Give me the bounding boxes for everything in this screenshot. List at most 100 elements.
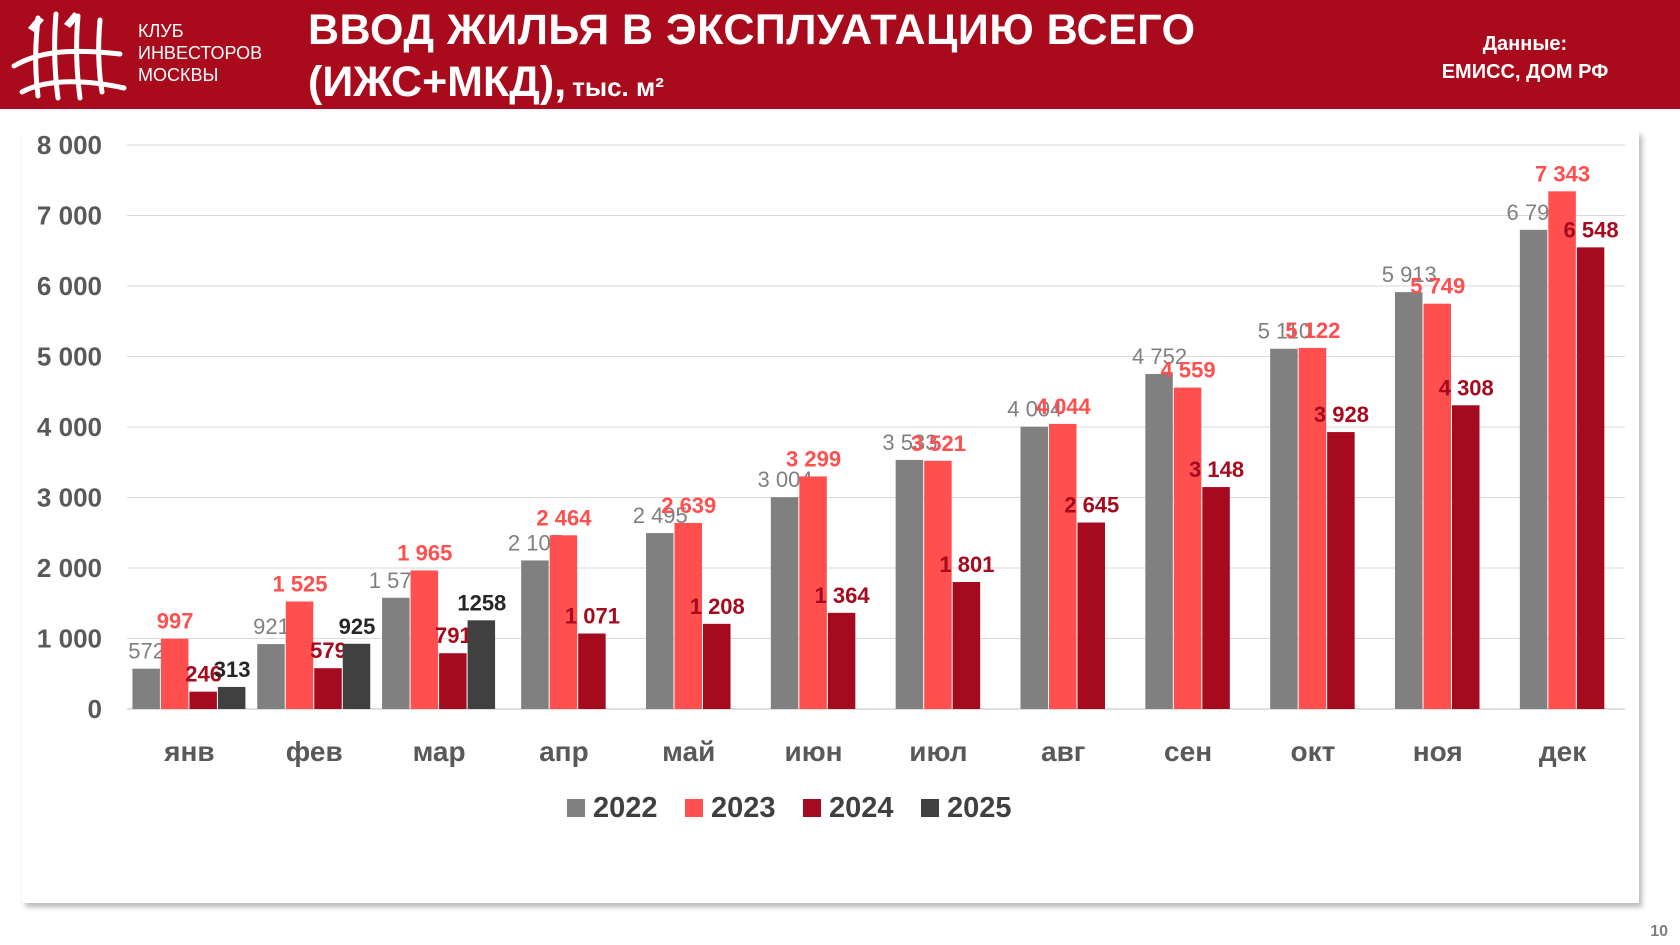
data-label: 5 913 [1382,262,1437,287]
data-label: 1 208 [690,594,745,619]
bar-2022-ноя [1395,292,1423,709]
bar-2024-авг [1077,522,1105,709]
x-tick-label: фев [286,736,343,767]
y-tick-label: 2 000 [37,553,102,583]
x-tick-label: дек [1539,736,1587,767]
y-tick-label: 1 000 [37,624,102,654]
bar-2023-июл [924,460,952,709]
legend-swatch [567,799,585,817]
data-label: 4 559 [1161,358,1216,383]
bar-2023-апр [549,535,578,709]
data-label: 925 [339,614,376,639]
data-label: 246 [185,662,222,687]
bar-2023-июн [799,476,827,709]
bar-2025-мар [467,620,496,709]
data-label: 313 [214,657,251,682]
bar-2024-июн [827,612,856,709]
bar-2024-июл [952,582,981,709]
data-label: 3 299 [786,446,841,471]
bar-2024-мар [439,653,467,709]
source-value: ЕМИСС, ДОМ РФ [1441,61,1609,83]
y-tick-label: 6 000 [37,271,102,301]
y-tick-label: 5 000 [37,342,102,372]
data-label: 791 [435,623,472,648]
data-label: 1 525 [272,571,327,596]
data-label: 4 752 [1132,344,1187,369]
data-label: 4 044 [1036,394,1092,419]
x-tick-label: мар [413,736,466,767]
bar-2022-янв [132,668,160,709]
legend-swatch [685,799,703,817]
header-banner: КЛУБ ИНВЕСТОРОВ МОСКВЫ ВВОД ЖИЛЬЯ В ЭКСП… [0,0,1680,109]
data-label: 1258 [457,590,506,615]
data-label: 921 [253,614,290,639]
legend-label: 2025 [947,792,1012,824]
data-label: 997 [157,609,194,634]
data-label: 2 645 [1064,493,1119,518]
club-name-line: ИНВЕСТОРОВ [138,43,263,63]
x-tick-label: май [662,736,715,767]
data-label: 2 639 [661,493,716,518]
legend-swatch [921,799,939,817]
bar-2023-фев [285,601,314,709]
data-label: 4 308 [1439,375,1494,400]
bar-2022-фев [257,644,285,709]
page-title-line2: (ИЖС+МКД), тыс. м² [308,58,664,107]
title-unit: тыс. м² [572,72,664,102]
y-tick-label: 8 000 [37,131,102,160]
data-label: 2 464 [536,505,592,530]
bar-chart: 0 1 000 2 000 3 000 4 000 5 000 6 000 7 000 8 00… [37,131,1625,824]
data-label: 1 364 [815,583,871,608]
data-label: 572 [128,639,165,664]
x-tick-label: окт [1290,736,1335,767]
bar-2022-дек [1519,229,1548,709]
bar-2022-апр [521,560,549,709]
bar-2024-май [703,623,731,709]
bar-2025-фев [342,643,371,709]
bar-2022-авг [1020,426,1048,709]
bar-2024-сен [1202,487,1230,709]
bar-2022-июн [770,497,799,709]
club-name-line: КЛУБ [138,21,184,41]
club-name: КЛУБ ИНВЕСТОРОВ МОСКВЫ [138,20,262,86]
data-label: 1 071 [565,603,620,628]
x-tick-label: ноя [1413,736,1463,767]
y-tick-label: 7 000 [37,201,102,231]
bar-2023-ноя [1423,303,1451,709]
bar-2022-май [646,533,674,709]
x-tick-label: июл [909,736,967,767]
data-label: 3 533 [882,430,937,455]
page-title-line2-text: (ИЖС+МКД), [308,58,567,106]
data-label: 5 122 [1285,318,1340,343]
bar-2024-фев [314,668,342,709]
y-tick-label: 4 000 [37,412,102,442]
legend-label: 2023 [711,792,776,824]
data-label: 5 110 [1258,319,1311,344]
bar-2023-мар [410,570,439,709]
x-tick-label: авг [1041,736,1085,767]
bar-2024-ноя [1452,405,1480,709]
data-label: 3 521 [911,431,966,456]
bar-2025-янв [217,686,246,709]
bar-2024-дек [1576,247,1605,709]
data-label: 579 [310,638,347,663]
bar-2023-сен [1173,387,1202,709]
data-label: 1 801 [939,552,994,577]
bar-2022-окт [1270,348,1298,709]
bar-2023-май [674,522,702,709]
data-label: 6 548 [1564,217,1619,242]
chart-panel: 0 1 000 2 000 3 000 4 000 5 000 6 000 7 000 8 00… [22,131,1639,903]
data-label: 3 928 [1314,402,1369,427]
page-number: 10 [1650,923,1668,940]
data-label: 3 148 [1189,457,1244,482]
bar-2023-авг [1049,423,1077,709]
y-tick-label: 0 [88,694,102,724]
data-label: 7 343 [1535,161,1590,186]
y-tick-label: 3 000 [37,483,102,513]
club-name-line: МОСКВЫ [138,65,219,85]
bar-2022-мар [382,597,410,709]
legend-label: 2022 [593,792,658,824]
x-tick-label: апр [539,736,589,767]
data-label: 5 749 [1410,274,1465,299]
bar-2024-янв [189,691,217,709]
